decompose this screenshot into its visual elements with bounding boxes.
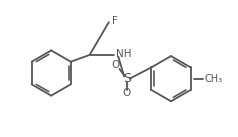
Text: O: O <box>111 60 120 70</box>
Text: F: F <box>112 16 118 26</box>
Text: NH: NH <box>116 49 131 59</box>
Text: O: O <box>123 88 131 98</box>
Text: CH₃: CH₃ <box>205 74 223 84</box>
Text: S: S <box>123 72 131 85</box>
